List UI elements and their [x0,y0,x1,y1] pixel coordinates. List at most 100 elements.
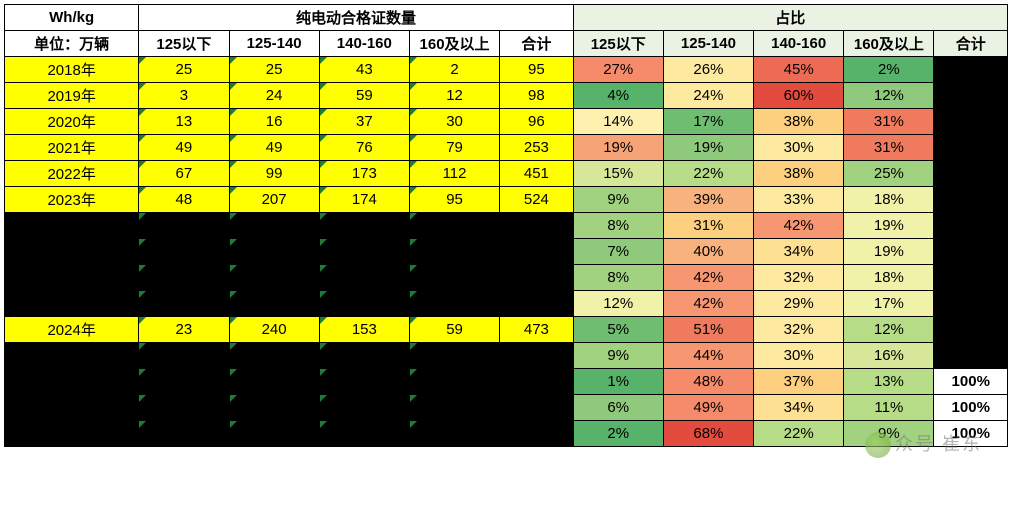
qty-cell [319,265,409,291]
qty-cell: 524 [500,187,573,213]
qty-cell: 23 [139,317,229,343]
header-bucket: 140-160 [754,31,844,57]
pct-cell [934,135,1008,161]
pct-cell: 25% [844,161,934,187]
row-label: 2022年 [5,161,139,187]
pct-cell: 34% [754,239,844,265]
pct-cell: 11% [844,395,934,421]
qty-cell [409,291,499,317]
table-row: 8%31%42%19% [5,213,1008,239]
qty-cell: 13 [139,109,229,135]
pct-cell: 14% [573,109,663,135]
qty-cell: 43 [319,57,409,83]
qty-cell [229,265,319,291]
qty-cell [229,239,319,265]
pct-cell: 22% [663,161,753,187]
row-label [5,421,139,447]
qty-cell [409,343,499,369]
qty-cell: 153 [319,317,409,343]
pct-cell: 19% [663,135,753,161]
qty-cell [139,369,229,395]
pct-cell: 37% [754,369,844,395]
header-bucket: 125-140 [663,31,753,57]
pct-cell: 100% [934,421,1008,447]
pct-cell: 1% [573,369,663,395]
pct-cell [934,317,1008,343]
qty-cell: 49 [139,135,229,161]
pct-cell: 48% [663,369,753,395]
header-bucket: 合计 [500,31,573,57]
qty-cell [229,291,319,317]
qty-cell [139,213,229,239]
pct-cell: 39% [663,187,753,213]
pct-cell: 31% [844,109,934,135]
table-row: 2019年3245912984%24%60%12% [5,83,1008,109]
qty-cell [319,421,409,447]
pct-cell: 18% [844,265,934,291]
qty-cell: 173 [319,161,409,187]
pct-cell: 44% [663,343,753,369]
pct-cell: 13% [844,369,934,395]
pct-cell: 12% [573,291,663,317]
qty-cell [319,343,409,369]
pct-cell: 9% [573,187,663,213]
qty-cell [139,343,229,369]
pct-cell: 30% [754,135,844,161]
pct-cell: 4% [573,83,663,109]
pct-cell: 49% [663,395,753,421]
qty-cell: 99 [229,161,319,187]
qty-cell: 3 [139,83,229,109]
row-label: 2021年 [5,135,139,161]
pct-cell: 26% [663,57,753,83]
pct-cell: 33% [754,187,844,213]
pct-cell: 100% [934,395,1008,421]
pct-cell: 15% [573,161,663,187]
pct-cell: 42% [754,213,844,239]
qty-cell: 95 [409,187,499,213]
table-row: 2021年4949767925319%19%30%31% [5,135,1008,161]
qty-cell [139,395,229,421]
qty-cell: 67 [139,161,229,187]
header-bucket: 160及以上 [844,31,934,57]
row-label: 2018年 [5,57,139,83]
pct-cell: 29% [754,291,844,317]
pct-cell: 2% [844,57,934,83]
qty-cell: 59 [409,317,499,343]
qty-cell [319,213,409,239]
qty-cell [409,421,499,447]
table-row: 8%42%32%18% [5,265,1008,291]
pct-cell: 17% [844,291,934,317]
qty-cell: 79 [409,135,499,161]
pct-cell [934,343,1008,369]
qty-cell: 25 [229,57,319,83]
row-label [5,265,139,291]
qty-cell: 59 [319,83,409,109]
pct-cell: 27% [573,57,663,83]
qty-cell [229,395,319,421]
qty-cell [409,265,499,291]
header-whkg: Wh/kg [5,5,139,31]
pct-cell: 68% [663,421,753,447]
qty-cell: 240 [229,317,319,343]
qty-cell: 253 [500,135,573,161]
header-bucket: 125以下 [139,31,229,57]
pct-cell: 19% [573,135,663,161]
qty-cell: 48 [139,187,229,213]
row-label [5,369,139,395]
qty-cell: 2 [409,57,499,83]
row-label [5,239,139,265]
qty-cell [139,291,229,317]
pct-cell: 9% [573,343,663,369]
pct-cell: 51% [663,317,753,343]
qty-cell [500,395,573,421]
pct-cell: 19% [844,239,934,265]
pct-cell: 8% [573,213,663,239]
pct-cell: 38% [754,161,844,187]
pct-cell: 16% [844,343,934,369]
table-row: 2%68%22%9%100% [5,421,1008,447]
row-label [5,343,139,369]
row-label: 2019年 [5,83,139,109]
qty-cell: 98 [500,83,573,109]
pct-cell [934,265,1008,291]
qty-cell [229,369,319,395]
